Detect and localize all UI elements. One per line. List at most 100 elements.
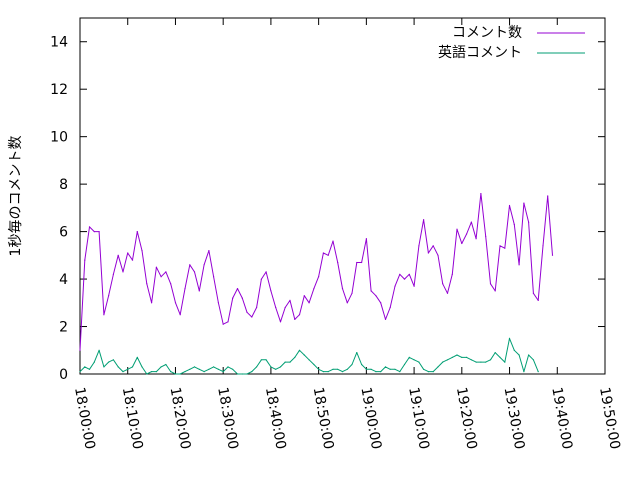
data-point (399, 371, 401, 373)
data-point (456, 228, 458, 230)
data-point (461, 242, 463, 245)
series-0 (79, 193, 554, 351)
data-point (423, 368, 425, 370)
data-point (93, 231, 95, 233)
data-point (370, 290, 372, 292)
data-point (437, 366, 439, 368)
data-point (203, 264, 205, 266)
data-point (189, 264, 191, 266)
data-point (494, 290, 496, 292)
data-point (499, 356, 501, 358)
data-point (485, 361, 487, 363)
data-point (442, 361, 444, 363)
data-point (327, 371, 329, 373)
data-point (346, 368, 348, 370)
data-point (141, 366, 143, 368)
data-point (151, 302, 153, 304)
data-point (165, 271, 167, 273)
data-point (537, 299, 539, 301)
data-point (380, 371, 382, 373)
y-tick-label: 6 (59, 225, 68, 241)
data-point (127, 368, 129, 370)
data-point (418, 361, 420, 363)
data-point (351, 292, 353, 294)
data-point (289, 299, 291, 301)
x-tick-label: 18:50:00 (310, 386, 337, 451)
series-layer (79, 193, 554, 375)
data-point (361, 363, 363, 366)
y-tick-label: 0 (59, 367, 68, 383)
x-tick-label: 18:40:00 (262, 386, 289, 451)
data-point (256, 366, 258, 368)
data-point (341, 371, 344, 373)
data-point (466, 233, 468, 235)
data-point (451, 273, 453, 275)
data-point (384, 318, 387, 320)
data-point (174, 302, 177, 304)
y-tick-label: 8 (59, 177, 68, 193)
data-point (265, 271, 267, 273)
data-point (298, 349, 301, 351)
x-tick-label: 18:00:00 (71, 386, 98, 451)
data-point (332, 240, 334, 242)
x-tick-label: 19:40:00 (548, 386, 575, 451)
data-point (170, 283, 172, 285)
data-point (294, 356, 296, 358)
data-point (547, 195, 549, 197)
data-point (432, 371, 434, 373)
data-point (380, 302, 382, 304)
data-point (98, 231, 100, 233)
data-point (361, 261, 363, 264)
data-point (256, 306, 258, 309)
data-point (275, 368, 277, 370)
data-point (513, 223, 515, 226)
x-tick-label: 19:20:00 (453, 386, 480, 451)
data-point (403, 363, 406, 366)
data-point (298, 314, 301, 316)
data-point (446, 359, 449, 361)
data-point (504, 247, 506, 249)
y-tick-label: 4 (59, 272, 68, 288)
plot-frame (79, 17, 606, 375)
data-point (532, 292, 535, 294)
data-point (79, 371, 81, 373)
data-point (179, 373, 181, 375)
x-tick-label: 19:30:00 (501, 386, 528, 451)
data-point (88, 368, 91, 370)
data-point (93, 361, 95, 363)
data-point (341, 288, 344, 290)
data-point (365, 238, 367, 240)
data-point (127, 252, 129, 254)
data-point (308, 359, 310, 361)
data-point (418, 245, 420, 247)
data-point (332, 368, 334, 370)
data-point (84, 259, 86, 261)
data-point (489, 359, 492, 361)
data-point (485, 235, 487, 237)
data-point (174, 373, 177, 375)
data-point (427, 252, 429, 254)
data-point (518, 354, 520, 356)
data-point (213, 276, 215, 278)
data-point (112, 359, 114, 361)
data-point (322, 252, 324, 254)
data-point (542, 245, 544, 247)
data-point (160, 276, 162, 278)
data-point (241, 297, 243, 299)
data-point (303, 354, 305, 356)
data-point (475, 238, 477, 240)
data-point (389, 306, 391, 309)
data-point (504, 361, 506, 363)
data-point (131, 259, 134, 261)
data-point (117, 366, 119, 368)
data-point (375, 295, 377, 297)
data-point (141, 250, 143, 252)
data-point (384, 366, 387, 368)
data-point (327, 254, 329, 256)
data-point (160, 366, 162, 368)
data-point (227, 321, 229, 323)
data-point (284, 306, 286, 309)
data-point (489, 283, 492, 285)
data-point (427, 371, 429, 373)
